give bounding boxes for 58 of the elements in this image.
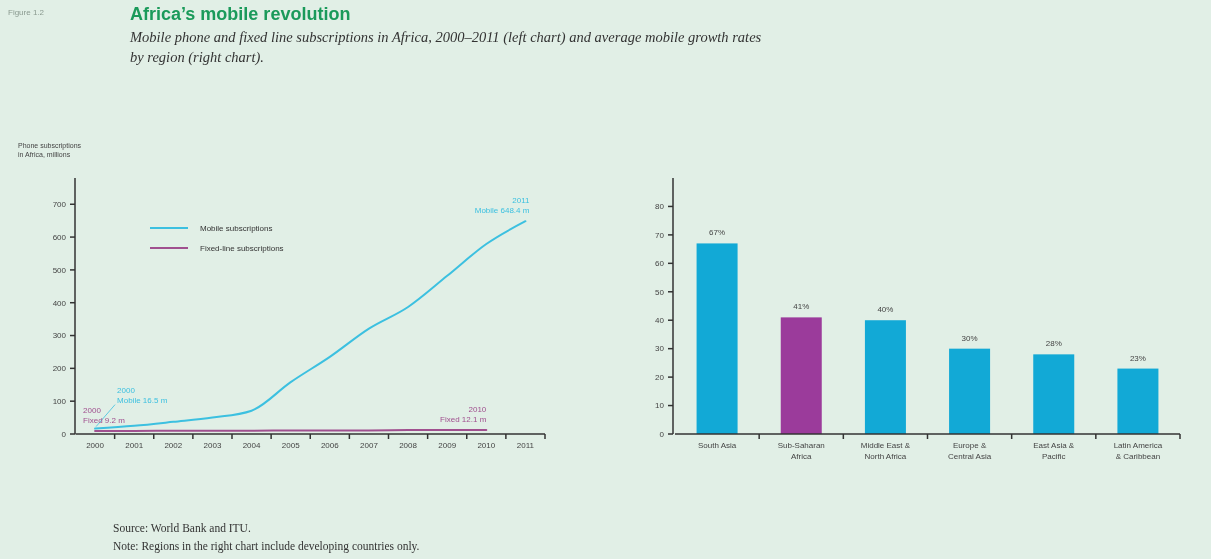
y-tick-label: 700 xyxy=(52,200,67,210)
data-label: 67% xyxy=(709,228,726,238)
x-tick-label: 2009 xyxy=(438,441,457,450)
y-tick-label: 300 xyxy=(52,331,67,341)
y-tick-label: 70 xyxy=(655,230,665,240)
bar xyxy=(1033,354,1075,434)
x-tick-label: Middle East & North Africa xyxy=(860,441,911,461)
legend-label: Fixed-line subscriptions xyxy=(200,243,284,253)
y-tick-label: 30 xyxy=(655,344,665,354)
text: Note: Regions in the right chart include developing countries only. xyxy=(113,540,420,553)
x-tick-label: Europe & Central Asia xyxy=(948,441,992,461)
data-label: 28% xyxy=(1045,339,1062,349)
annotation: 2010 Fixed 12.1 m xyxy=(440,405,487,425)
x-tick-label: Latin America & Caribbean xyxy=(1113,441,1163,461)
y-tick-label: 40 xyxy=(655,316,665,326)
x-tick-label: South Asia xyxy=(697,441,737,450)
x-tick-label: 2010 xyxy=(477,441,496,450)
annotation: 2011 Mobile 648.4 m xyxy=(474,196,530,216)
bar xyxy=(864,320,906,434)
x-tick-label: 2008 xyxy=(399,441,418,450)
legend-label: Mobile subscriptions xyxy=(200,223,273,233)
caption: Figure 1.2 xyxy=(8,8,45,17)
y-tick-label: 200 xyxy=(52,364,67,374)
source-note: Source: World Bank and ITU. xyxy=(113,522,251,534)
x-tick-label: Sub-Saharan Africa xyxy=(777,441,825,461)
x-tick-label: 2000 xyxy=(86,441,105,450)
y-tick-label: 100 xyxy=(52,396,67,406)
annotation: 2000 Mobile 16.5 m xyxy=(117,385,168,405)
x-tick-label: 2001 xyxy=(125,441,144,450)
y-tick-label: 80 xyxy=(655,202,665,212)
bar xyxy=(780,317,822,434)
y-tick-label: 60 xyxy=(655,259,665,269)
bar xyxy=(1117,368,1159,434)
chart-title: Africa’s mobile revolution xyxy=(130,4,351,24)
y-tick-label: 0 xyxy=(659,429,665,439)
x-tick-label: 2003 xyxy=(203,441,222,450)
y-tick-label: 600 xyxy=(52,232,67,242)
bar xyxy=(949,348,991,434)
x-tick-label: East Asia & Pacific xyxy=(1033,441,1075,461)
annotation: 2000 Fixed 9.2 m xyxy=(83,405,126,425)
x-tick-label: 2006 xyxy=(320,441,340,450)
chart-subtitle: Mobile phone and fixed line subscriptions in Africa, 2000–2011 (left chart) and average mobile growth rates by region (right chart). xyxy=(129,29,762,66)
x-tick-label: 2011 xyxy=(516,441,535,450)
y-tick-label: 20 xyxy=(655,372,665,382)
x-tick-label: 2005 xyxy=(281,441,301,450)
data-label: 40% xyxy=(877,305,894,315)
x-tick-label: 2002 xyxy=(164,441,183,450)
data-label: 41% xyxy=(793,302,810,312)
y-tick-label: 0 xyxy=(61,429,67,439)
data-label: 23% xyxy=(1129,353,1146,363)
data-label: 30% xyxy=(961,333,978,343)
y-tick-label: 50 xyxy=(655,287,665,297)
y-tick-label: 10 xyxy=(655,401,665,411)
bar xyxy=(696,243,738,434)
x-tick-label: 2007 xyxy=(360,441,379,450)
y-tick-label: 400 xyxy=(52,298,67,308)
x-tick-label: 2004 xyxy=(242,441,262,450)
y-tick-label: 500 xyxy=(52,265,67,275)
